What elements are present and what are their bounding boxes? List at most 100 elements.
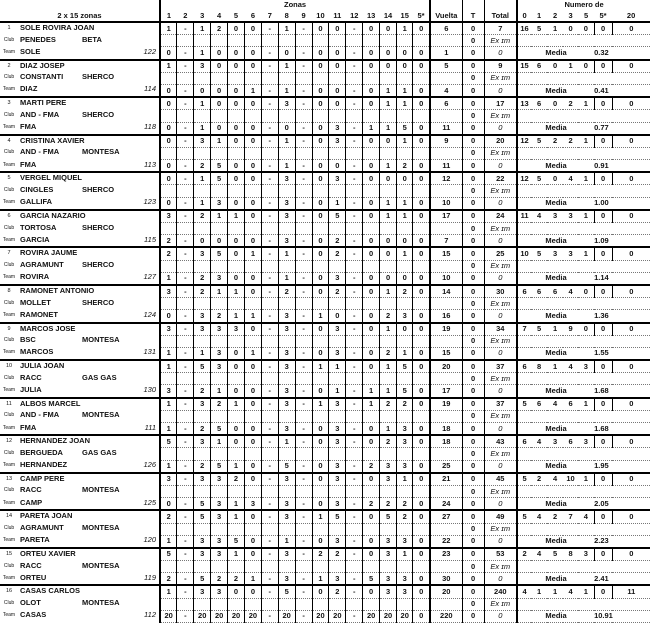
zone-score: 1 <box>210 434 229 449</box>
row-key: Team <box>2 48 16 55</box>
zone-score <box>345 410 364 424</box>
zone-score: 3 <box>210 546 229 562</box>
rider-label-cell: Team GALLIFA 123 <box>0 197 161 210</box>
media-label: Media <box>517 384 595 399</box>
team-row: Team ROVIRA 127 1-2 3 0 0-1-0 3-0 0 0 0 10 0 0 Media 1.… <box>0 272 650 286</box>
zone-score <box>193 560 212 574</box>
numero-header-4: 5 <box>578 10 595 23</box>
rider-text: CRISTINA XAVIER <box>20 135 85 145</box>
vuelta-2: 220 <box>429 610 463 623</box>
zone-score: 1 <box>395 246 414 261</box>
media-label: Media <box>517 610 595 623</box>
zone-score: - <box>294 309 313 323</box>
zone-score: 0 <box>362 96 381 111</box>
zone-score <box>362 147 381 161</box>
vuelta-2: 17 <box>429 384 463 399</box>
team-row: Team JULIA 130 3-2 1 0 0-3-0 1-1 1 5 0 17 0 0 Media 1.6… <box>0 384 650 399</box>
zone-score <box>328 109 347 123</box>
rider-dorsal: 114 <box>144 84 156 94</box>
team-row: Team GARCIA 115 2-0 0 0 0-3-0 2-0 0 0 0 7 0 0 Media 1.0… <box>0 234 650 248</box>
row-key: Team <box>2 462 16 469</box>
zone-score: - <box>294 347 313 361</box>
total: 37 <box>483 396 519 411</box>
vuelta-1: 21 <box>429 471 463 486</box>
zone-score: 1 <box>159 21 178 36</box>
zero-total: 0 <box>483 309 519 323</box>
zone-score: 3 <box>193 246 212 261</box>
rider-text: ROVIRA JAUME <box>20 248 78 258</box>
media-value: 1.68 <box>594 422 650 436</box>
count-0: 5 <box>517 396 532 411</box>
zone-score <box>294 410 313 424</box>
zone-score: 0 <box>311 272 330 286</box>
star-score <box>412 297 432 311</box>
zone-score <box>328 560 347 574</box>
zone-score <box>176 372 195 386</box>
zone-score <box>328 72 347 85</box>
club-row: Club RACC MONTESA 0 Ex ɪm <box>0 485 650 499</box>
zone-score: 1 <box>193 347 212 361</box>
row-key: Club <box>3 600 15 607</box>
star-score <box>412 222 432 236</box>
zone-score <box>362 410 381 424</box>
zone-score: 3 <box>193 434 212 449</box>
zone-score: - <box>345 159 364 173</box>
zone-score <box>260 222 279 236</box>
t-value: 0 <box>461 184 485 198</box>
row-key: 13 <box>5 475 13 482</box>
rider-row: 1 SOLE ROVIRA JOAN 1-1 2 0 0-1-0 0-0 0 1 0 6 0 7 16 5 1… <box>0 21 650 36</box>
rider-text: AGRAMUNT <box>20 260 64 270</box>
numero-header: Numero de <box>564 0 604 9</box>
zone-score <box>227 109 245 123</box>
zone-score: 0 <box>311 133 330 148</box>
zone-score: 0 <box>159 84 178 98</box>
zone-score: 1 <box>243 84 262 98</box>
zone-score: 1 <box>395 471 414 486</box>
ex-label: Ex ɪm <box>483 335 519 348</box>
zone-score: 3 <box>210 509 229 524</box>
star-score <box>412 485 432 499</box>
zone-score: 1 <box>159 584 178 599</box>
row-key: Team <box>2 274 16 281</box>
header-blank <box>0 0 161 10</box>
zone-score: 0 <box>243 396 262 411</box>
rider-text: GARCIA NAZARIO <box>20 210 86 220</box>
zone-score <box>176 560 195 574</box>
count-1: 5 <box>531 246 548 261</box>
rider-dorsal: 127 <box>143 272 156 282</box>
t-value: 0 <box>461 283 485 299</box>
vuelta-1: 6 <box>429 21 463 36</box>
rider-text: RAMONET ANTONIO <box>20 285 95 295</box>
rider-label-cell: Team DIAZ 114 <box>0 84 161 98</box>
count-6: 0 <box>611 283 650 299</box>
star-score: 0 <box>412 133 432 148</box>
zone-score: 3 <box>193 396 212 411</box>
count-3: 8 <box>563 546 579 562</box>
zone-score: - <box>294 509 313 524</box>
star-score: 0 <box>412 46 432 61</box>
zone-score: 0 <box>362 422 381 436</box>
zone-score <box>345 560 364 574</box>
count-0: 15 <box>517 58 532 73</box>
zone-score: 0 <box>243 133 262 148</box>
star-score: 0 <box>412 572 432 586</box>
rider-label-cell: Club AGRAMUNT SHERCO <box>0 260 161 273</box>
count-1: 6 <box>531 283 548 299</box>
zone-score: 20 <box>243 610 262 623</box>
zone-score <box>328 34 347 48</box>
zone-score <box>243 560 262 574</box>
zone-score <box>362 260 381 273</box>
t-value: 0 <box>461 535 485 549</box>
zone-score: 0 <box>395 321 414 336</box>
zone-score: 1 <box>227 283 245 299</box>
rider-dorsal: 130 <box>143 384 156 394</box>
rider-brand: MONTESA <box>82 560 120 570</box>
row-key: Team <box>2 86 16 93</box>
t-header: T <box>461 10 485 23</box>
zone-score <box>227 335 245 348</box>
media-label: Media <box>517 46 595 61</box>
t-value: 0 <box>461 460 485 474</box>
zone-score: 5 <box>210 246 229 261</box>
zone-score <box>227 147 245 161</box>
zone-score <box>260 109 279 123</box>
